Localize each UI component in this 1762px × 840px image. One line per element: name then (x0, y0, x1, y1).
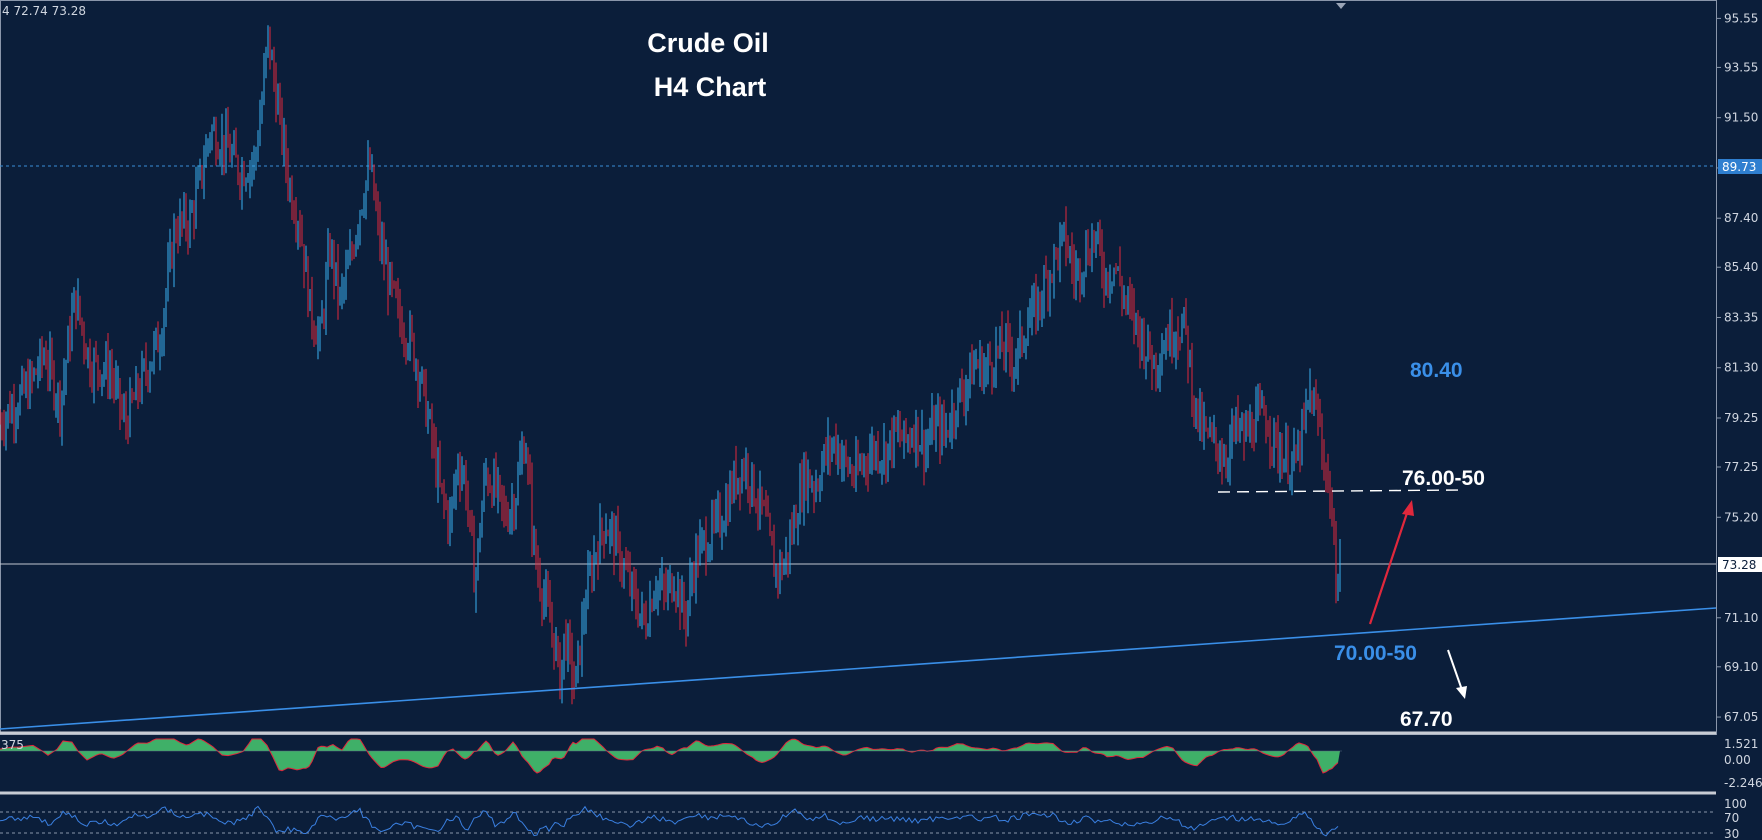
bullish-arrow (1368, 500, 1414, 625)
macd-histogram (0, 738, 1340, 774)
ohlc-readout: 4 72.74 73.28 (2, 4, 86, 18)
candlestick-series (0, 25, 1341, 705)
support-trendline[interactable] (0, 607, 1717, 730)
macd-tick-bottom: -2.246 (1724, 776, 1762, 790)
price-axis-label: 85.40 (1724, 260, 1758, 274)
resistance-tag-text: 89.73 (1722, 160, 1756, 174)
price-axis-label: 69.10 (1724, 660, 1758, 674)
macd-readout: 375 (1, 738, 24, 752)
scroll-marker-icon[interactable] (1336, 3, 1346, 9)
rsi-tick-100: 100 (1724, 797, 1747, 811)
macd-area (0, 739, 1340, 773)
resistance-dashed-line[interactable] (1217, 489, 1461, 493)
price-axis-label: 75.20 (1724, 510, 1758, 524)
resistance-tag (1718, 159, 1762, 174)
macd-tick-top: 1.521 (1724, 737, 1758, 751)
price-axis-label: 79.25 (1724, 411, 1758, 425)
last-price-tag (1718, 557, 1762, 572)
support-2-label: 67.70 (1400, 708, 1453, 731)
price-axis-label: 83.35 (1724, 310, 1758, 324)
price-axis-label: 77.25 (1724, 460, 1758, 474)
support-1-label: 70.00-50 (1334, 642, 1417, 665)
macd-tick-zero: 0.00 (1724, 753, 1751, 767)
price-axis-label: 93.55 (1724, 60, 1758, 74)
price-axis-label: 87.40 (1724, 211, 1758, 225)
resistance-2-label: 80.40 (1410, 359, 1463, 382)
chart-subtitle: H4 Chart (654, 72, 767, 102)
price-axis-label: 95.55 (1724, 11, 1758, 25)
rsi-line (0, 805, 1339, 837)
bearish-arrow (1447, 649, 1467, 699)
price-axis-label: 71.10 (1724, 611, 1758, 625)
price-axis-label: 67.05 (1724, 710, 1758, 724)
resistance-1-label: 76.00-50 (1402, 467, 1485, 490)
price-axis-label: 91.50 (1724, 111, 1758, 125)
price-axis-label: 81.30 (1724, 361, 1758, 375)
rsi-tick-30: 30 (1724, 827, 1739, 840)
chart-title: Crude Oil (647, 28, 769, 58)
rsi-tick-70: 70 (1724, 811, 1739, 825)
macd-signal-line (0, 738, 1339, 774)
last-price-tag-text: 73.28 (1722, 558, 1756, 572)
